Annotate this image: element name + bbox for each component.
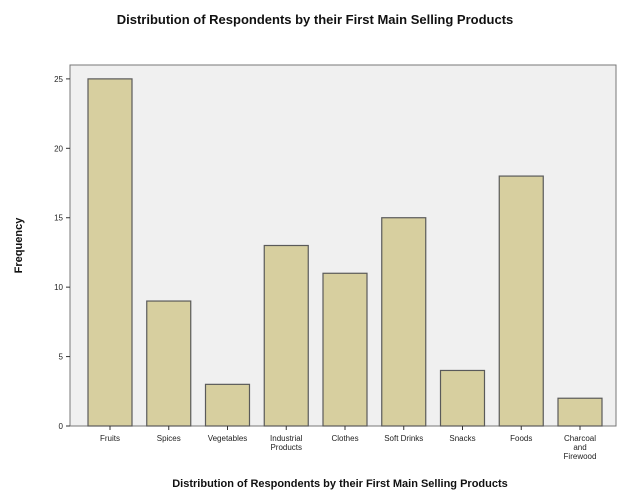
x-axis: Fruits Spices Vegetables IndustrialProducts…	[100, 426, 596, 461]
x-tick-label: Fruits	[100, 434, 120, 443]
y-tick-label: 15	[54, 214, 63, 223]
bar-clothes	[322, 272, 368, 427]
x-tick-label: Products	[270, 443, 302, 452]
x-tick-label: and	[573, 443, 586, 452]
chart-title: Distribution of Respondents by their Fir…	[116, 12, 514, 27]
bar-charcoal-and-firewood	[557, 397, 603, 427]
x-tick-label: Vegetables	[208, 434, 248, 443]
y-tick-label: 0	[59, 422, 64, 431]
y-tick-label: 25	[54, 75, 63, 84]
x-tick-label: Spices	[157, 434, 181, 443]
y-axis: 0 5 10 15 20 25	[54, 75, 70, 431]
x-tick-label: Industrial	[270, 434, 303, 443]
y-axis-title: Frequency	[13, 217, 25, 274]
bar-snacks	[439, 369, 486, 427]
x-axis-title: Distribution of Respondents by their Fir…	[172, 478, 508, 490]
bar-soft-drinks	[381, 217, 427, 427]
bar-foods	[498, 175, 544, 427]
x-tick-label: Clothes	[331, 434, 358, 443]
x-tick-label: Soft Drinks	[384, 434, 423, 443]
y-tick-label: 5	[59, 353, 64, 362]
bar-vegetables	[204, 383, 251, 427]
x-tick-label: Snacks	[449, 434, 475, 443]
x-tick-label: Charcoal	[564, 434, 596, 443]
y-tick-label: 20	[54, 144, 63, 153]
bar-industrial-products	[263, 244, 309, 427]
bar-spices	[146, 300, 192, 427]
bar-fruits	[87, 78, 133, 427]
bars-group	[87, 78, 603, 427]
x-tick-label: Firewood	[564, 452, 597, 461]
x-tick-label: Foods	[510, 434, 532, 443]
y-tick-label: 10	[54, 283, 63, 292]
